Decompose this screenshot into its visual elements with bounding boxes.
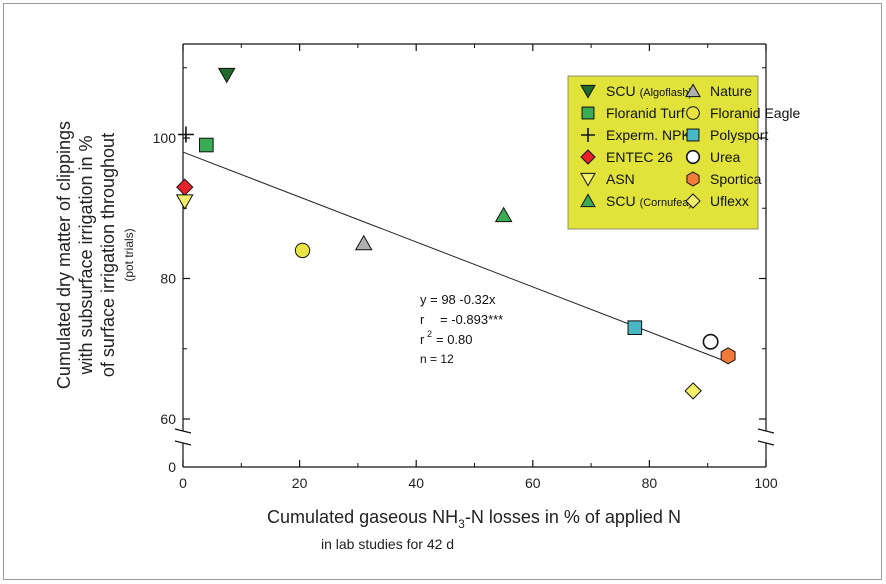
y-tick-label: 0: [168, 459, 176, 475]
r-value: = -0.893***: [440, 312, 503, 327]
y-axis-break-left: [174, 428, 192, 446]
legend-label: Floranid Turf: [606, 105, 685, 121]
r2-superscript: 2: [427, 329, 432, 339]
legend-marker: [685, 83, 701, 98]
chart-frame: [3, 3, 882, 580]
y-axis-label-group: Cumulated dry matter of clippings with s…: [54, 121, 136, 389]
x-axis-sublabel: in lab studies for 42 d: [321, 536, 454, 552]
data-point: [175, 194, 194, 210]
data-point: [177, 126, 194, 143]
legend-label: ASN: [606, 171, 635, 187]
legend-label: Experm. NPK: [606, 127, 691, 143]
data-point: [199, 137, 214, 153]
legend-label: Uflexx: [710, 193, 749, 209]
legend-box: [567, 75, 759, 230]
legend: SCU (Algoflash) Nature Floranid Turf Florani…: [567, 75, 800, 230]
y-ticks: 0 60 80 100: [153, 67, 766, 475]
legend-label: SCU (Algoflash): [606, 83, 692, 99]
legend-marker: [580, 193, 596, 208]
legend-marker: [580, 172, 596, 187]
data-points: [175, 67, 736, 400]
y-axis-sublabel: (pot trials): [122, 228, 136, 281]
legend-label: Polysport: [710, 127, 768, 143]
regression-annotation: y = 98 -0.32x r = -0.893*** r 2 = 0.80 n…: [420, 292, 503, 366]
legend-marker: [686, 106, 700, 120]
legend-label: Nature: [710, 83, 752, 99]
legend-marker: [686, 171, 700, 187]
legend-marker: [581, 106, 595, 120]
legend-marker: [581, 128, 595, 142]
x-tick-label: 40: [408, 475, 424, 491]
equation-text: y = 98 -0.32x: [420, 292, 496, 307]
data-point: [217, 67, 236, 84]
r2-label: r: [420, 332, 425, 347]
data-point: [627, 320, 643, 335]
r2-value: = 0.80: [436, 332, 473, 347]
legend-label: Urea: [710, 149, 741, 165]
data-point: [684, 382, 702, 400]
legend-label: Sportica: [710, 171, 762, 187]
y-tick-label: 60: [160, 411, 176, 427]
data-point: [702, 333, 719, 350]
data-point: [176, 178, 194, 196]
data-point: [720, 347, 736, 365]
x-tick-label: 20: [292, 475, 308, 491]
legend-label: Floranid Eagle: [710, 105, 800, 121]
data-point: [354, 234, 373, 251]
legend-marker: [685, 193, 701, 209]
legend-marker: [580, 149, 596, 165]
y-axis-break-right: [757, 428, 775, 446]
y-axis-label-line-3: of surface irrigation throughout: [98, 133, 118, 377]
legend-marker: [685, 149, 701, 165]
x-tick-label: 80: [642, 475, 658, 491]
data-point: [294, 242, 311, 259]
y-axis-label-line-2: with subsurface irrigation in %: [76, 135, 96, 375]
y-tick-label: 100: [153, 130, 177, 146]
y-tick-label: 80: [160, 271, 176, 287]
y-axis-label-line-1: Cumulated dry matter of clippings: [54, 121, 74, 389]
data-point: [494, 206, 513, 223]
n-text: n = 12: [420, 352, 454, 366]
legend-label: SCU (Cornufea): [606, 193, 692, 209]
legend-marker: [686, 128, 700, 142]
legend-marker: [580, 84, 596, 99]
x-ticks: 0 20 40 60 80 100: [179, 44, 778, 491]
legend-label: ENTEC 26: [606, 149, 673, 165]
x-tick-label: 100: [754, 475, 778, 491]
x-axis-label: Cumulated gaseous NH3-N losses in % of a…: [267, 507, 681, 531]
r-label: r: [420, 312, 425, 327]
x-tick-label: 60: [525, 475, 541, 491]
x-tick-label: 0: [179, 475, 187, 491]
